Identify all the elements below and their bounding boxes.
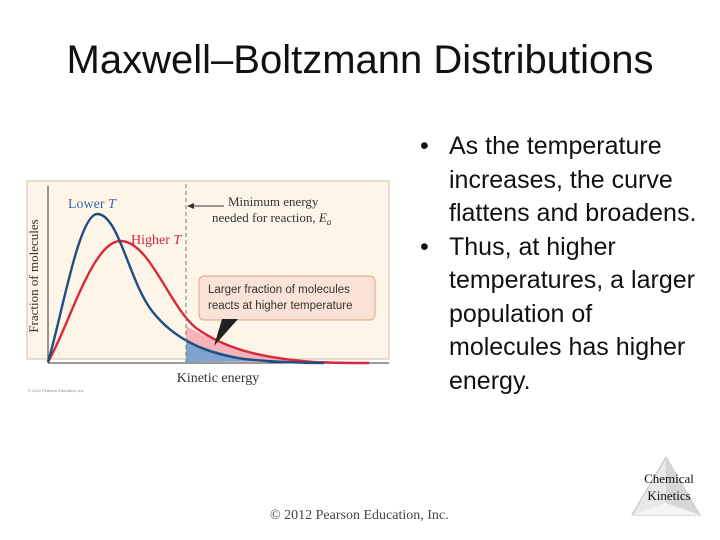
- bullet-list: • As the temperature increases, the curv…: [420, 130, 710, 398]
- callout-box: [198, 275, 376, 321]
- lower-t-shaded-area: [186, 341, 264, 362]
- bullet-symbol: •: [420, 232, 429, 261]
- slide-copyright: © 2012 Pearson Education, Inc.: [270, 508, 449, 523]
- min-energy-label-line2: needed for reaction, Ea: [212, 210, 332, 227]
- lower-t-curve: [46, 212, 325, 365]
- callout-line2: reacts at higher temperature: [208, 300, 352, 312]
- corner-label-line1: Chemical: [644, 471, 694, 486]
- maxwell-boltzmann-figure: Lower T Higher T Minimum energy needed f…: [26, 180, 390, 393]
- figure-panel: [26, 180, 390, 360]
- activation-energy-arrowhead: [187, 203, 194, 209]
- bullet-item: • Thus, at higher temperatures, a larger…: [420, 231, 710, 399]
- figure-copyright: © 2012 Pearson Education, Inc.: [28, 388, 85, 393]
- corner-label-line2: Kinetics: [647, 488, 691, 503]
- corner-label: Chemical Kinetics: [630, 470, 708, 504]
- bullet-symbol: •: [420, 132, 429, 160]
- bullet-text: As the temperature increases, the curve …: [449, 132, 697, 227]
- lower-t-label: Lower T: [68, 197, 117, 212]
- corner-pyramid-graphic: [631, 456, 701, 516]
- callout-line1: Larger fraction of molecules: [208, 284, 350, 296]
- x-axis-label: Kinetic energy: [177, 371, 260, 386]
- callout-pointer: [214, 319, 238, 346]
- bullet-text: Thus, at higher temperatures, a larger p…: [449, 232, 695, 395]
- min-energy-label-line1: Minimum energy: [228, 194, 319, 209]
- bullet-item: • As the temperature increases, the curv…: [420, 130, 710, 231]
- higher-t-label: Higher T: [131, 233, 182, 248]
- slide-title: Maxwell–Boltzmann Distributions: [66, 38, 654, 82]
- y-axis-label: Fraction of molecules: [26, 219, 41, 332]
